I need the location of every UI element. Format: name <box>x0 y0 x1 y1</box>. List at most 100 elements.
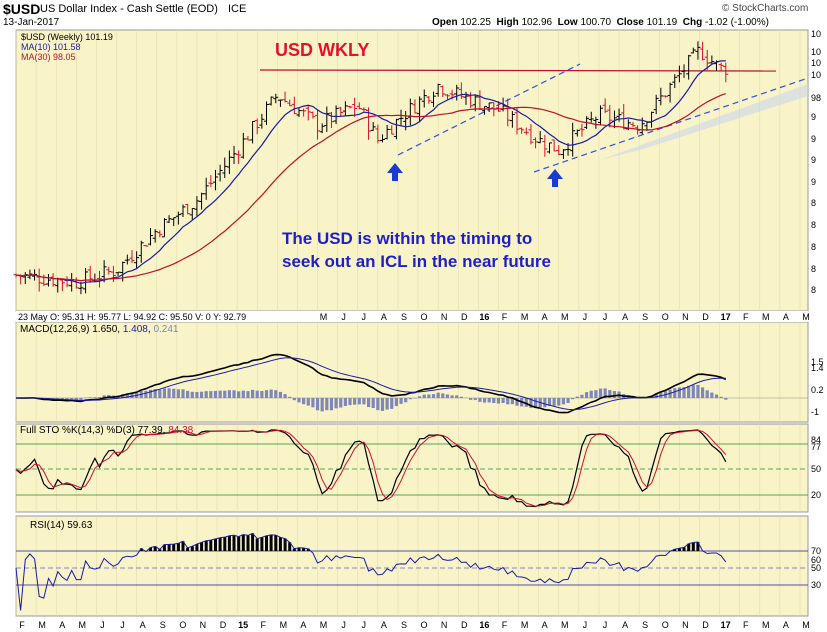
macd-hist-bar <box>362 398 366 405</box>
chart-header: $USD US Dollar Index - Cash Settle (EOD)… <box>0 0 827 30</box>
macd-hist-bar <box>585 392 589 398</box>
x-tick-label: A <box>622 620 628 630</box>
macd-hist-bar <box>673 388 677 398</box>
x-tick-label: 16 <box>479 620 489 630</box>
macd-hist-bar <box>566 398 570 403</box>
macd-hist-bar <box>366 398 371 408</box>
x-tick-label: N <box>441 620 448 630</box>
macd-hist-bar <box>487 398 491 403</box>
x-tick-label: J <box>100 620 105 630</box>
ma30-line <box>15 93 726 282</box>
macd-hist-bar <box>334 398 338 409</box>
macd-hist-bar <box>283 394 287 398</box>
macd-hist-bar <box>288 396 292 398</box>
y-tick-label: 9 <box>811 134 816 144</box>
macd-hist-bar <box>417 396 422 398</box>
x-tick-label: A <box>783 620 789 630</box>
macd-hist-bar <box>445 394 450 398</box>
macd-hist-bar <box>696 384 700 398</box>
macd-hist-bar <box>659 391 663 398</box>
macd-hist-bar <box>552 398 556 406</box>
x-tick-label: S <box>401 620 407 630</box>
macd-hist-bar <box>408 398 412 400</box>
macd-hist-bar <box>311 398 315 408</box>
resistance-line <box>259 69 777 72</box>
x-tick-label: J <box>341 620 346 630</box>
x-tick-label: J <box>583 312 588 322</box>
y-tick-label: 1.5 <box>811 357 824 367</box>
sto-panel <box>15 423 809 513</box>
symbol: $USD <box>3 1 41 17</box>
macd-hist-bar <box>144 390 148 398</box>
macd-hist-bar <box>427 394 431 398</box>
rsi-overbought-fill <box>139 533 705 551</box>
y-tick-label: 8 <box>811 198 816 208</box>
x-axis-bottom: F M A M J J A S O N D 15 F M A M J J A S O N D 16 F M A M J J A S O N D 17 F… <box>19 620 810 630</box>
macd-hist-bar <box>70 398 74 400</box>
macd-hist-bar <box>571 398 575 400</box>
macd-hist-bar <box>237 391 241 398</box>
chart-date: 13-Jan-2017 <box>3 17 60 28</box>
macd-hist-bar <box>158 389 162 398</box>
macd-hist-bar <box>218 390 222 398</box>
macd-hist-bar <box>264 390 269 398</box>
macd-hist-bar <box>195 391 199 398</box>
macd-hist-bar <box>199 391 204 398</box>
x-tick-label: A <box>381 312 387 322</box>
macd-hist-bar <box>227 390 231 398</box>
macd-signal-line <box>16 357 726 411</box>
macd-hist-bar <box>278 391 283 398</box>
macd-hist-bar <box>719 396 723 398</box>
y-tick-label: 0.2 <box>811 385 824 395</box>
x-tick-label: M <box>561 620 569 630</box>
x-tick-label: S <box>160 620 166 630</box>
macd-hist-bar <box>223 390 227 398</box>
x-tick-label: M <box>561 312 569 322</box>
x-tick-label: J <box>120 620 125 630</box>
up-arrow-icon <box>547 169 563 187</box>
macd-hist-bar <box>515 398 519 406</box>
macd-hist-bar <box>482 398 487 403</box>
macd-hist-bar <box>710 392 714 398</box>
x-tick-label: F <box>502 620 508 630</box>
macd-hist-bar <box>167 388 171 398</box>
y-tick-label: 1.4 <box>811 363 824 373</box>
macd-hist-bar <box>724 398 728 400</box>
x-tick-label: N <box>441 312 448 322</box>
macd-hist-bar <box>687 385 691 398</box>
macd-hist-bar <box>339 398 343 408</box>
x-tick-label: O <box>662 620 669 630</box>
x-tick-label: N <box>682 620 689 630</box>
annotation-line-1: The USD is within the timing to <box>282 229 532 248</box>
macd-hist-bar <box>246 391 250 398</box>
macd-hist-bar <box>325 398 329 411</box>
macd-hist-bar <box>510 398 514 405</box>
trendline-shadow <box>600 84 808 160</box>
y-tick-label: 77 <box>811 442 821 452</box>
x-axis-top: M J J A S O N D 16 F M A M J J A S O N D 17 F M A M <box>320 312 810 322</box>
x-tick-label: A <box>542 620 548 630</box>
macd-hist-bar <box>441 393 445 398</box>
macd-hist-bar <box>172 388 176 398</box>
x-tick-label: A <box>542 312 548 322</box>
x-tick-label: 15 <box>238 620 248 630</box>
x-tick-label: D <box>461 312 468 322</box>
x-tick-label: J <box>361 620 366 630</box>
macd-hist-bar <box>292 398 296 401</box>
up-arrow-icon <box>387 163 403 181</box>
x-tick-label: F <box>743 620 749 630</box>
x-tick-label: M <box>38 620 46 630</box>
macd-hist-bar <box>390 398 394 409</box>
macd-hist-bar <box>329 398 334 411</box>
x-tick-label: D <box>220 620 227 630</box>
x-tick-label: S <box>401 312 407 322</box>
macd-hist-bar <box>594 390 598 398</box>
x-tick-label: 17 <box>721 312 731 322</box>
macd-hist-bar <box>306 398 310 406</box>
macd-hist-bar <box>547 398 552 407</box>
macd-hist-bar <box>176 389 180 398</box>
macd-hist-bar <box>700 387 705 398</box>
y-tick-label: 10 <box>811 29 821 39</box>
